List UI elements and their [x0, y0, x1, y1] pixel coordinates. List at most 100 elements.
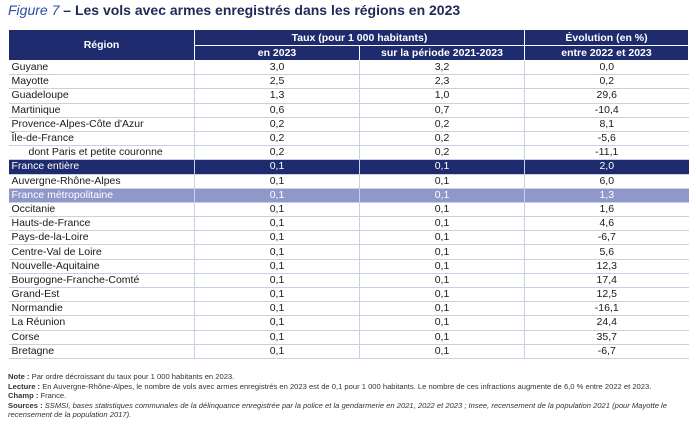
- cell-taux-periode: 0,1: [359, 244, 525, 260]
- cell-taux-2023: 0,1: [194, 216, 360, 232]
- cell-taux-periode: 0,1: [359, 344, 525, 359]
- cell-evolution: -16,1: [524, 301, 689, 317]
- header-taux-2023: en 2023: [194, 45, 360, 61]
- note-line: Note : Par ordre décroissant du taux pou…: [8, 372, 690, 382]
- cell-region: Provence-Alpes-Côte d'Azur: [8, 117, 195, 132]
- cell-evolution: 5,6: [524, 244, 689, 260]
- cell-taux-2023: 3,0: [194, 60, 360, 76]
- cell-taux-2023: 0,1: [194, 188, 360, 203]
- cell-region: Auvergne-Rhône-Alpes: [8, 174, 195, 189]
- note-text: Par ordre décroissant du taux pour 1 000…: [29, 372, 235, 381]
- cell-region: dont Paris et petite couronne: [8, 145, 195, 161]
- cell-taux-periode: 0,1: [359, 216, 525, 232]
- cell-taux-periode: 0,1: [359, 202, 525, 218]
- cell-evolution: 12,3: [524, 259, 689, 274]
- cell-taux-periode: 0,1: [359, 330, 525, 345]
- table-row: Corse 0,1 0,1 35,7: [8, 330, 689, 345]
- cell-taux-2023: 0,1: [194, 259, 360, 274]
- cell-evolution: 1,6: [524, 202, 689, 218]
- cell-taux-2023: 0,1: [194, 315, 360, 331]
- cell-evolution: 1,3: [524, 188, 689, 203]
- lecture-text: En Auvergne-Rhône-Alpes, le nombre de vo…: [40, 381, 652, 391]
- cell-taux-periode: 0,1: [359, 259, 525, 274]
- cell-region: Pays-de-la-Loire: [8, 230, 195, 246]
- cell-taux-2023: 0,1: [194, 159, 360, 175]
- cell-region: Grand-Est: [8, 287, 195, 303]
- cell-taux-periode: 0,1: [359, 301, 525, 317]
- cell-evolution: 4,6: [524, 216, 689, 232]
- cell-taux-2023: 0,2: [194, 117, 360, 132]
- cell-taux-periode: 0,1: [359, 188, 525, 203]
- table-row: dont Paris et petite couronne 0,2 0,2 -11,1: [8, 145, 689, 161]
- cell-region: Nouvelle-Aquitaine: [8, 259, 195, 274]
- sources-line: Sources : SSMSI, bases statistiques comm…: [8, 401, 690, 420]
- cell-evolution: -11,1: [524, 145, 689, 161]
- cell-taux-periode: 3,2: [359, 60, 525, 76]
- cell-taux-periode: 1,0: [359, 88, 525, 104]
- table-row: Guadeloupe 1,3 1,0 29,6: [8, 88, 689, 104]
- cell-taux-2023: 0,1: [194, 273, 360, 289]
- table-row: Hauts-de-France 0,1 0,1 4,6: [8, 216, 689, 232]
- cell-region: Île-de-France: [8, 131, 195, 147]
- cell-region: Hauts-de-France: [8, 216, 195, 232]
- table-row: Centre-Val de Loire 0,1 0,1 5,6: [8, 244, 689, 260]
- cell-evolution: 0,0: [524, 60, 689, 76]
- lecture-line: Lecture : En Auvergne-Rhône-Alpes, le no…: [8, 382, 690, 392]
- table-row: Martinique 0,6 0,7 -10,4: [8, 103, 689, 118]
- header-taux: Taux (pour 1 000 habitants): [194, 29, 525, 46]
- cell-region: Occitanie: [8, 202, 195, 218]
- cell-evolution: -10,4: [524, 103, 689, 118]
- cell-evolution: -6,7: [524, 230, 689, 246]
- cell-evolution: 17,4: [524, 273, 689, 289]
- cell-taux-2023: 0,1: [194, 301, 360, 317]
- table-body: Guyane 3,0 3,2 0,0 Mayotte 2,5 2,3 0,2 Guadeloup…: [8, 60, 689, 359]
- table-row: Guyane 3,0 3,2 0,0: [8, 60, 689, 76]
- cell-region: Guadeloupe: [8, 88, 195, 104]
- figure-number: Figure 7: [8, 2, 60, 18]
- cell-region: Centre-Val de Loire: [8, 244, 195, 260]
- cell-evolution: 2,0: [524, 159, 689, 175]
- header-region: Région: [8, 29, 195, 61]
- cell-evolution: -6,7: [524, 344, 689, 359]
- notes: Note : Par ordre décroissant du taux pou…: [8, 372, 690, 420]
- cell-evolution: 6,0: [524, 174, 689, 189]
- table-row: Mayotte 2,5 2,3 0,2: [8, 74, 689, 90]
- cell-taux-periode: 0,7: [359, 103, 525, 118]
- champ-text: France.: [38, 391, 67, 401]
- cell-region: France entière: [8, 159, 195, 175]
- cell-taux-periode: 0,1: [359, 287, 525, 303]
- cell-taux-2023: 0,2: [194, 145, 360, 161]
- cell-taux-2023: 0,1: [194, 344, 360, 359]
- table-row: Nouvelle-Aquitaine 0,1 0,1 12,3: [8, 259, 689, 274]
- title-text: Les vols avec armes enregistrés dans les…: [74, 2, 461, 18]
- table-row: France métropolitaine 0,1 0,1 1,3: [8, 188, 689, 203]
- champ-label: Champ :: [8, 391, 39, 401]
- cell-evolution: -5,6: [524, 131, 689, 147]
- figure-title: Figure 7 – Les vols avec armes enregistr…: [8, 2, 460, 18]
- table-row: Pays-de-la-Loire 0,1 0,1 -6,7: [8, 230, 689, 246]
- table-row: Bretagne 0,1 0,1 -6,7: [8, 344, 689, 359]
- cell-region: Bourgogne-Franche-Comté: [8, 273, 195, 289]
- table-header: Région Taux (pour 1 000 habitants) Évolu…: [8, 29, 689, 61]
- cell-evolution: 35,7: [524, 330, 689, 345]
- cell-evolution: 12,5: [524, 287, 689, 303]
- cell-taux-2023: 0,6: [194, 103, 360, 118]
- sources-label: Sources :: [8, 400, 43, 410]
- cell-region: Corse: [8, 330, 195, 345]
- table-row: Grand-Est 0,1 0,1 12,5: [8, 287, 689, 303]
- cell-taux-2023: 0,1: [194, 287, 360, 303]
- table-row: Normandie 0,1 0,1 -16,1: [8, 301, 689, 317]
- cell-taux-periode: 0,1: [359, 315, 525, 331]
- cell-region: Martinique: [8, 103, 195, 118]
- cell-taux-2023: 0,1: [194, 174, 360, 189]
- cell-evolution: 8,1: [524, 117, 689, 132]
- title-dash: –: [59, 2, 75, 18]
- cell-taux-periode: 0,2: [359, 145, 525, 161]
- cell-taux-2023: 0,1: [194, 230, 360, 246]
- table-row: Occitanie 0,1 0,1 1,6: [8, 202, 689, 218]
- header-evolution-line2: entre 2022 et 2023: [524, 45, 689, 61]
- cell-region: Bretagne: [8, 344, 195, 359]
- cell-taux-2023: 0,1: [194, 202, 360, 218]
- cell-taux-periode: 0,1: [359, 273, 525, 289]
